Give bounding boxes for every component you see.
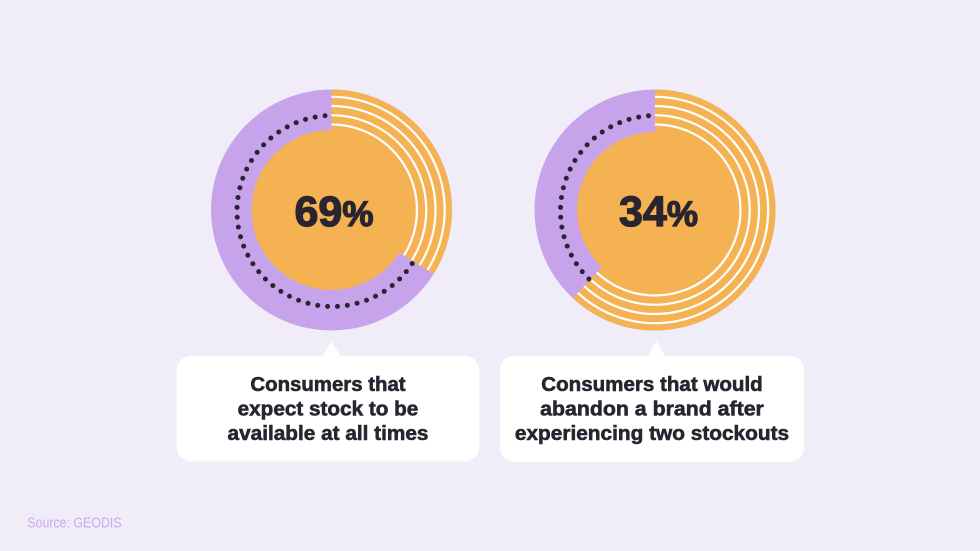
svg-text:34%: 34% (619, 188, 698, 236)
svg-text:Consumers that would: Consumers that would (541, 373, 763, 396)
svg-text:expect stock to be: expect stock to be (238, 398, 419, 421)
svg-text:69%: 69% (295, 188, 374, 236)
svg-text:Consumers that: Consumers that (250, 373, 405, 396)
svg-text:available at all times: available at all times (228, 422, 429, 445)
svg-text:Source: GEODIS: Source: GEODIS (27, 515, 121, 532)
svg-text:experiencing two stockouts: experiencing two stockouts (515, 422, 789, 445)
svg-text:abandon a brand after: abandon a brand after (540, 398, 764, 421)
